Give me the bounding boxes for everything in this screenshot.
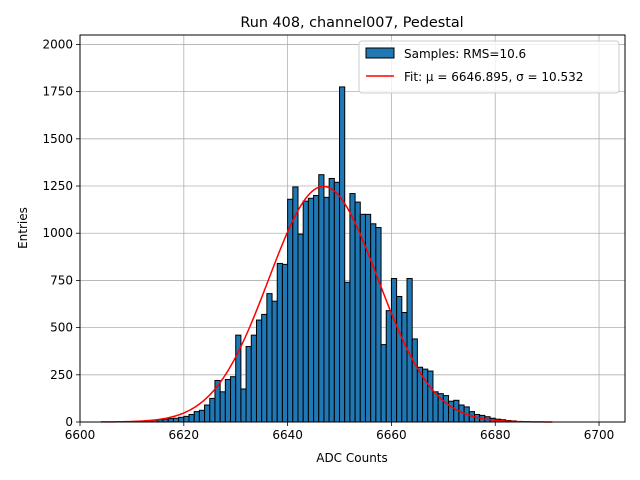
y-tick-label: 1000 [42,226,73,240]
histogram-bars [141,86,517,423]
y-tick-label: 1500 [42,132,73,146]
histogram-bar [302,200,309,423]
x-tick-label: 6660 [376,428,407,442]
y-tick-label: 1750 [42,85,73,99]
histogram-bar [380,344,387,423]
histogram-bar [344,281,351,423]
histogram-bar [401,312,408,423]
y-tick-label: 750 [50,273,73,287]
y-tick-label: 250 [50,368,73,382]
histogram-bar [188,413,195,423]
histogram-bar [297,233,304,423]
histogram-bar [224,379,232,423]
histogram-bar [307,197,315,423]
x-tick-label: 6620 [169,428,200,442]
legend: Samples: RMS=10.6 Fit: μ = 6646.895, σ =… [358,40,620,94]
histogram-bar [209,397,216,423]
y-tick-label: 0 [65,415,73,429]
histogram-bar [183,415,190,423]
histogram-bar [427,370,434,423]
legend-swatch-samples [365,47,395,59]
histogram-bar [287,198,294,423]
histogram-bar [390,278,398,423]
legend-label-samples: Samples: RMS=10.6 [404,47,526,61]
histogram-bar [261,313,268,423]
y-tick-label: 500 [50,321,73,335]
y-axis: 0 250 500 750 1000 1250 1500 1750 2000 [42,37,80,429]
histogram-bar [328,177,335,423]
legend-label-fit: Fit: μ = 6646.895, σ = 10.532 [404,70,583,84]
histogram-bar [323,196,330,423]
y-tick-label: 2000 [42,37,73,51]
x-tick-label: 6640 [272,428,303,442]
plot-frame [79,34,626,423]
histogram-bar [339,86,346,423]
histogram-bar [318,174,325,423]
histogram-bar [276,262,283,423]
histogram-bar [375,227,382,423]
histogram-bar [240,388,247,423]
histogram-bar [349,193,356,423]
histogram-bar [167,418,174,423]
histogram-bar [266,293,273,423]
x-tick-label: 6680 [480,428,511,442]
histogram-bar [442,395,450,423]
histogram-bar [313,194,320,423]
x-tick-label: 6700 [584,428,615,442]
histogram-bar [370,223,377,423]
histogram-bar [385,310,392,423]
histogram-bar [255,319,263,423]
histogram-bar [250,334,257,423]
histogram-bar [448,400,455,423]
histogram-bar [432,391,439,423]
histogram-bar [354,201,361,423]
histogram-bar [333,181,341,423]
histogram-bar [193,411,200,423]
histogram-bar [245,345,252,423]
y-axis-label: Entries [16,207,30,249]
histogram-bar [292,186,299,423]
y-tick-label: 1250 [42,179,73,193]
histogram-bar [230,376,237,423]
histogram-bar [219,391,226,423]
histogram-bar [364,213,372,423]
histogram-bar [396,295,403,423]
legend-box [358,40,620,94]
fit-curve [100,185,553,423]
chart-title: Run 408, channel007, Pedestal [240,15,463,31]
x-axis-label: ADC Counts [316,451,388,465]
histogram-bar [172,417,180,423]
histogram-bar [281,263,289,423]
histogram-bar [271,300,278,423]
x-axis: 6600 6620 6640 6660 6680 6700 [65,422,615,442]
histogram-bar [411,338,418,423]
histogram-bar [198,409,206,423]
x-tick-label: 6600 [65,428,96,442]
histogram-bar [204,404,211,423]
histogram-bar [178,416,185,423]
